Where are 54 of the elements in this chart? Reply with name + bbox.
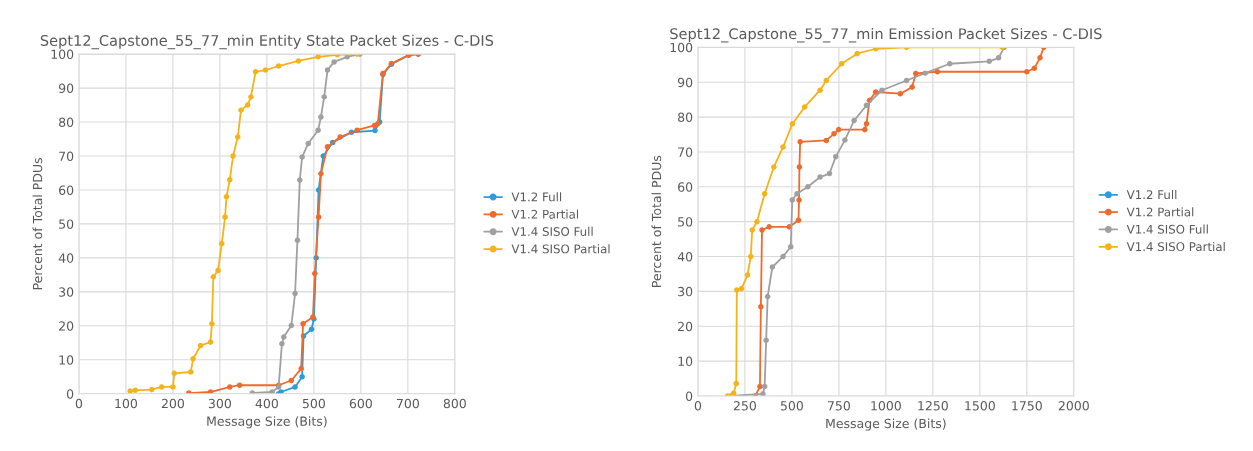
y-tick-label: 10 (678, 356, 693, 367)
y-tick-label: 30 (59, 287, 74, 297)
legend-label: V1.4 SISO Full (511, 226, 593, 237)
y-tick-label: 60 (59, 185, 74, 195)
legend-label: V1.2 Partial (1126, 207, 1194, 217)
legend-label: V1.4 SISO Full (1126, 224, 1208, 234)
y-tick-label: 40 (677, 252, 693, 262)
x-axis-title: Message Size (Bits) (207, 416, 327, 429)
x-tick-label: 1500 (965, 401, 995, 411)
y-tick-label: 50 (59, 219, 74, 229)
y-tick-label: 40 (58, 253, 74, 263)
x-tick-label: 2000 (1058, 401, 1089, 411)
x-tick-label: 1000 (871, 401, 901, 411)
y-tick-label: 20 (59, 321, 74, 331)
x-axis-title: Message Size (Bits) (826, 418, 946, 431)
y-tick-label: 20 (678, 321, 693, 332)
legend-label: V1.2 Full (1126, 189, 1177, 200)
x-tick-label: 200 (161, 398, 185, 409)
x-tick-label: 500 (302, 398, 325, 409)
y-tick-label: 90 (677, 77, 693, 88)
chart-title: Sept12_Capstone_55_77_min Entity State Packet Sizes - C-DIS (40, 34, 494, 50)
x-tick-label: 400 (255, 398, 278, 409)
x-tick-label: 600 (349, 398, 372, 409)
legend-label: V1.4 SISO Partial (511, 244, 610, 254)
y-tick-label: 80 (59, 117, 74, 127)
x-tick-label: 100 (115, 398, 138, 409)
y-axis-title: Percent of Total PDUs (32, 158, 43, 290)
x-tick-label: 300 (208, 398, 231, 409)
legend-label: V1.4 SISO Partial (1126, 241, 1225, 252)
x-tick-label: 1250 (918, 401, 948, 411)
x-tick-label: 1750 (1012, 401, 1042, 411)
y-tick-label: 100 (51, 49, 74, 60)
y-tick-label: 0 (685, 391, 693, 401)
y-tick-label: 30 (678, 286, 693, 297)
x-tick-label: 250 (733, 401, 757, 411)
y-tick-label: 100 (670, 42, 693, 53)
y-tick-label: 50 (678, 217, 693, 227)
y-axis-title: Percent of Total PDUs (651, 155, 662, 287)
y-tick-label: 80 (678, 112, 693, 123)
chart-title: Sept12_Capstone_55_77_min Emission Packet Sizes - C-DIS (670, 27, 1102, 43)
y-tick-label: 0 (66, 389, 74, 399)
x-tick-label: 750 (827, 401, 850, 411)
legend-label: V1.2 Full (511, 192, 562, 202)
x-tick-label: 500 (780, 401, 803, 411)
y-tick-label: 70 (678, 147, 693, 157)
x-tick-label: 0 (694, 401, 702, 411)
y-tick-label: 10 (59, 355, 74, 365)
x-tick-label: 800 (443, 398, 466, 409)
y-tick-label: 60 (678, 182, 693, 192)
x-tick-label: 0 (75, 398, 83, 409)
y-tick-label: 90 (58, 83, 74, 94)
x-tick-label: 700 (396, 398, 419, 409)
y-tick-label: 70 (59, 151, 74, 161)
legend-label: V1.2 Partial (511, 209, 579, 219)
